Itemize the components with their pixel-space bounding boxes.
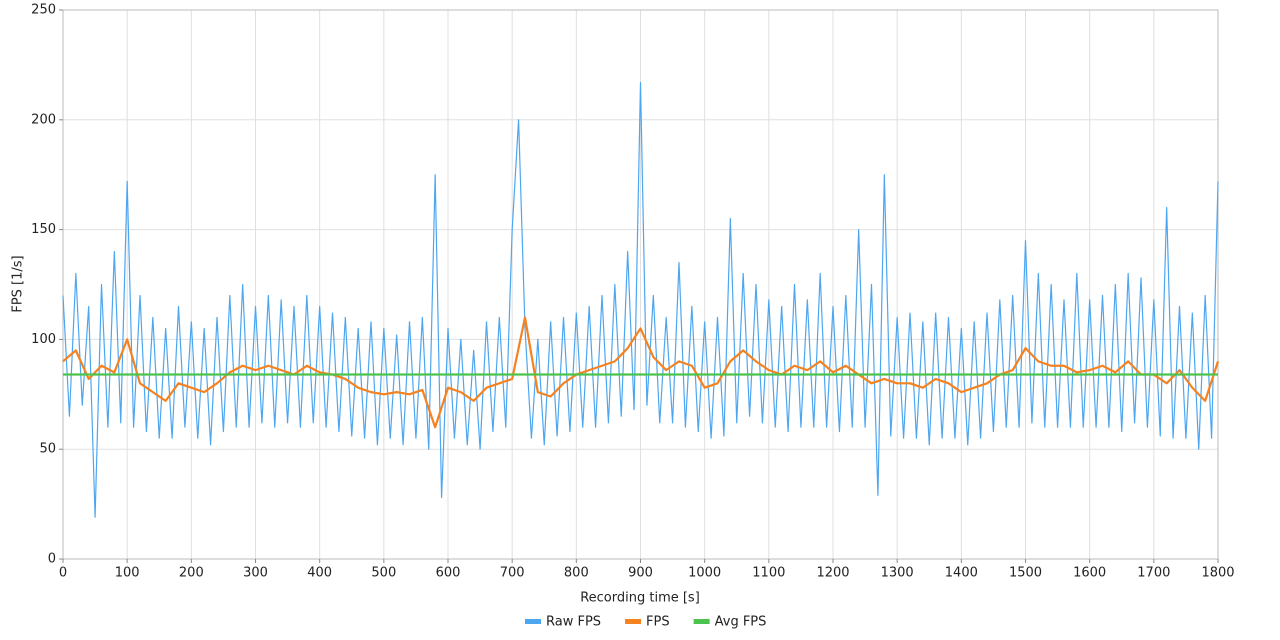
legend-label: FPS	[646, 615, 670, 630]
x-axis-label: Recording time [s]	[580, 591, 700, 606]
y-tick-label: 200	[31, 112, 56, 127]
x-tick-label: 800	[564, 566, 589, 581]
y-axis-label: FPS [1/s]	[11, 255, 26, 312]
y-tick-label: 150	[31, 222, 56, 237]
x-tick-label: 1500	[1009, 566, 1042, 581]
series-line	[62, 316, 1220, 429]
x-tick-label: 200	[179, 566, 204, 581]
x-tick-label: 1800	[1201, 566, 1234, 581]
y-tick-label: 0	[48, 552, 56, 567]
x-tick-label: 1000	[688, 566, 721, 581]
x-tick-label: 600	[436, 566, 461, 581]
series-line	[62, 81, 1219, 518]
x-tick-label: 1400	[945, 566, 978, 581]
y-tick-label: 250	[31, 3, 56, 18]
x-tick-label: 1100	[752, 566, 785, 581]
legend: Raw FPS FPS Avg FPS	[525, 615, 766, 630]
x-tick-label: 1700	[1137, 566, 1170, 581]
x-tick-label: 0	[59, 566, 67, 581]
x-tick-label: 300	[243, 566, 268, 581]
y-tick-label: 50	[39, 442, 56, 457]
x-tick-label: 1300	[881, 566, 914, 581]
x-tick-label: 1200	[816, 566, 849, 581]
legend-swatch	[525, 619, 541, 624]
legend-label: Avg FPS	[715, 615, 767, 630]
legend-label: Raw FPS	[546, 615, 601, 630]
x-tick-label: 500	[371, 566, 396, 581]
legend-swatch	[693, 619, 710, 624]
legend-swatch	[625, 619, 642, 624]
x-tick-label: 1600	[1073, 566, 1106, 581]
x-tick-label: 700	[500, 566, 525, 581]
x-tick-label: 400	[307, 566, 332, 581]
x-tick-label: 100	[115, 566, 140, 581]
x-tick-label: 900	[628, 566, 653, 581]
y-tick-label: 100	[31, 332, 56, 347]
